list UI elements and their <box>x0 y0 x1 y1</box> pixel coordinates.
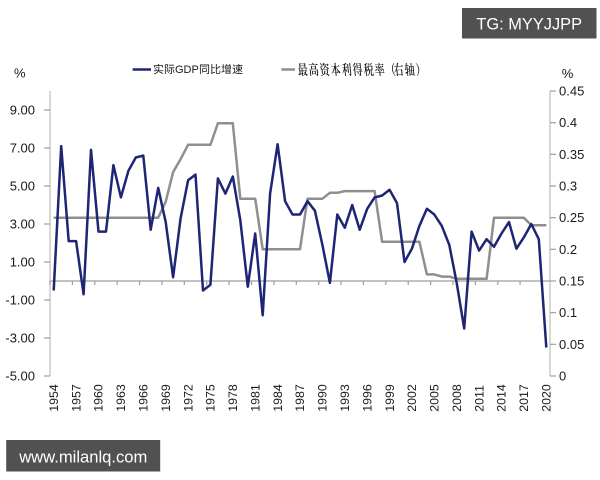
svg-text:1.00: 1.00 <box>10 255 35 270</box>
svg-text:1960: 1960 <box>92 384 106 412</box>
svg-text:1969: 1969 <box>159 384 173 412</box>
svg-text:0.4: 0.4 <box>559 115 577 130</box>
svg-text:2020: 2020 <box>540 384 554 412</box>
svg-text:0.2: 0.2 <box>559 242 577 257</box>
svg-text:0.3: 0.3 <box>559 179 577 194</box>
svg-text:2014: 2014 <box>495 384 509 412</box>
svg-text:0.05: 0.05 <box>559 337 584 352</box>
svg-text:1954: 1954 <box>47 384 61 412</box>
svg-text:0.1: 0.1 <box>559 305 577 320</box>
svg-text:www.milanlq.com: www.milanlq.com <box>18 447 147 466</box>
svg-text:0.25: 0.25 <box>559 210 584 225</box>
svg-text:1996: 1996 <box>360 384 374 412</box>
svg-text:1978: 1978 <box>226 384 240 412</box>
svg-text:1966: 1966 <box>137 384 151 412</box>
svg-text:1975: 1975 <box>204 384 218 412</box>
svg-text:0: 0 <box>559 369 566 384</box>
svg-text:1972: 1972 <box>181 384 195 412</box>
svg-text:%: % <box>14 66 26 81</box>
svg-text:1957: 1957 <box>69 384 83 412</box>
svg-text:-1.00: -1.00 <box>5 293 35 308</box>
svg-text:0.15: 0.15 <box>559 274 584 289</box>
svg-text:1999: 1999 <box>383 384 397 412</box>
svg-text:1981: 1981 <box>248 384 262 412</box>
svg-text:1963: 1963 <box>114 384 128 412</box>
svg-text:2005: 2005 <box>428 384 442 412</box>
svg-text:3.00: 3.00 <box>10 217 35 232</box>
svg-text:2011: 2011 <box>472 385 486 412</box>
svg-text:-5.00: -5.00 <box>5 369 35 384</box>
svg-text:1990: 1990 <box>316 384 330 412</box>
svg-text:5.00: 5.00 <box>10 179 35 194</box>
svg-text:2008: 2008 <box>450 384 464 412</box>
svg-text:0.35: 0.35 <box>559 147 584 162</box>
svg-text:0.45: 0.45 <box>559 84 584 99</box>
svg-text:1984: 1984 <box>271 384 285 412</box>
svg-text:1987: 1987 <box>293 384 307 412</box>
svg-text:7.00: 7.00 <box>10 141 35 156</box>
svg-text:2002: 2002 <box>405 384 419 412</box>
svg-text:-3.00: -3.00 <box>5 331 35 346</box>
svg-text:9.00: 9.00 <box>10 103 35 118</box>
svg-text:2017: 2017 <box>517 384 531 412</box>
svg-text:1993: 1993 <box>338 384 352 412</box>
svg-text:TG: MYYJJPP: TG: MYYJJPP <box>476 16 582 34</box>
svg-text:GDP: GDP <box>175 64 199 76</box>
svg-text:%: % <box>562 66 574 81</box>
